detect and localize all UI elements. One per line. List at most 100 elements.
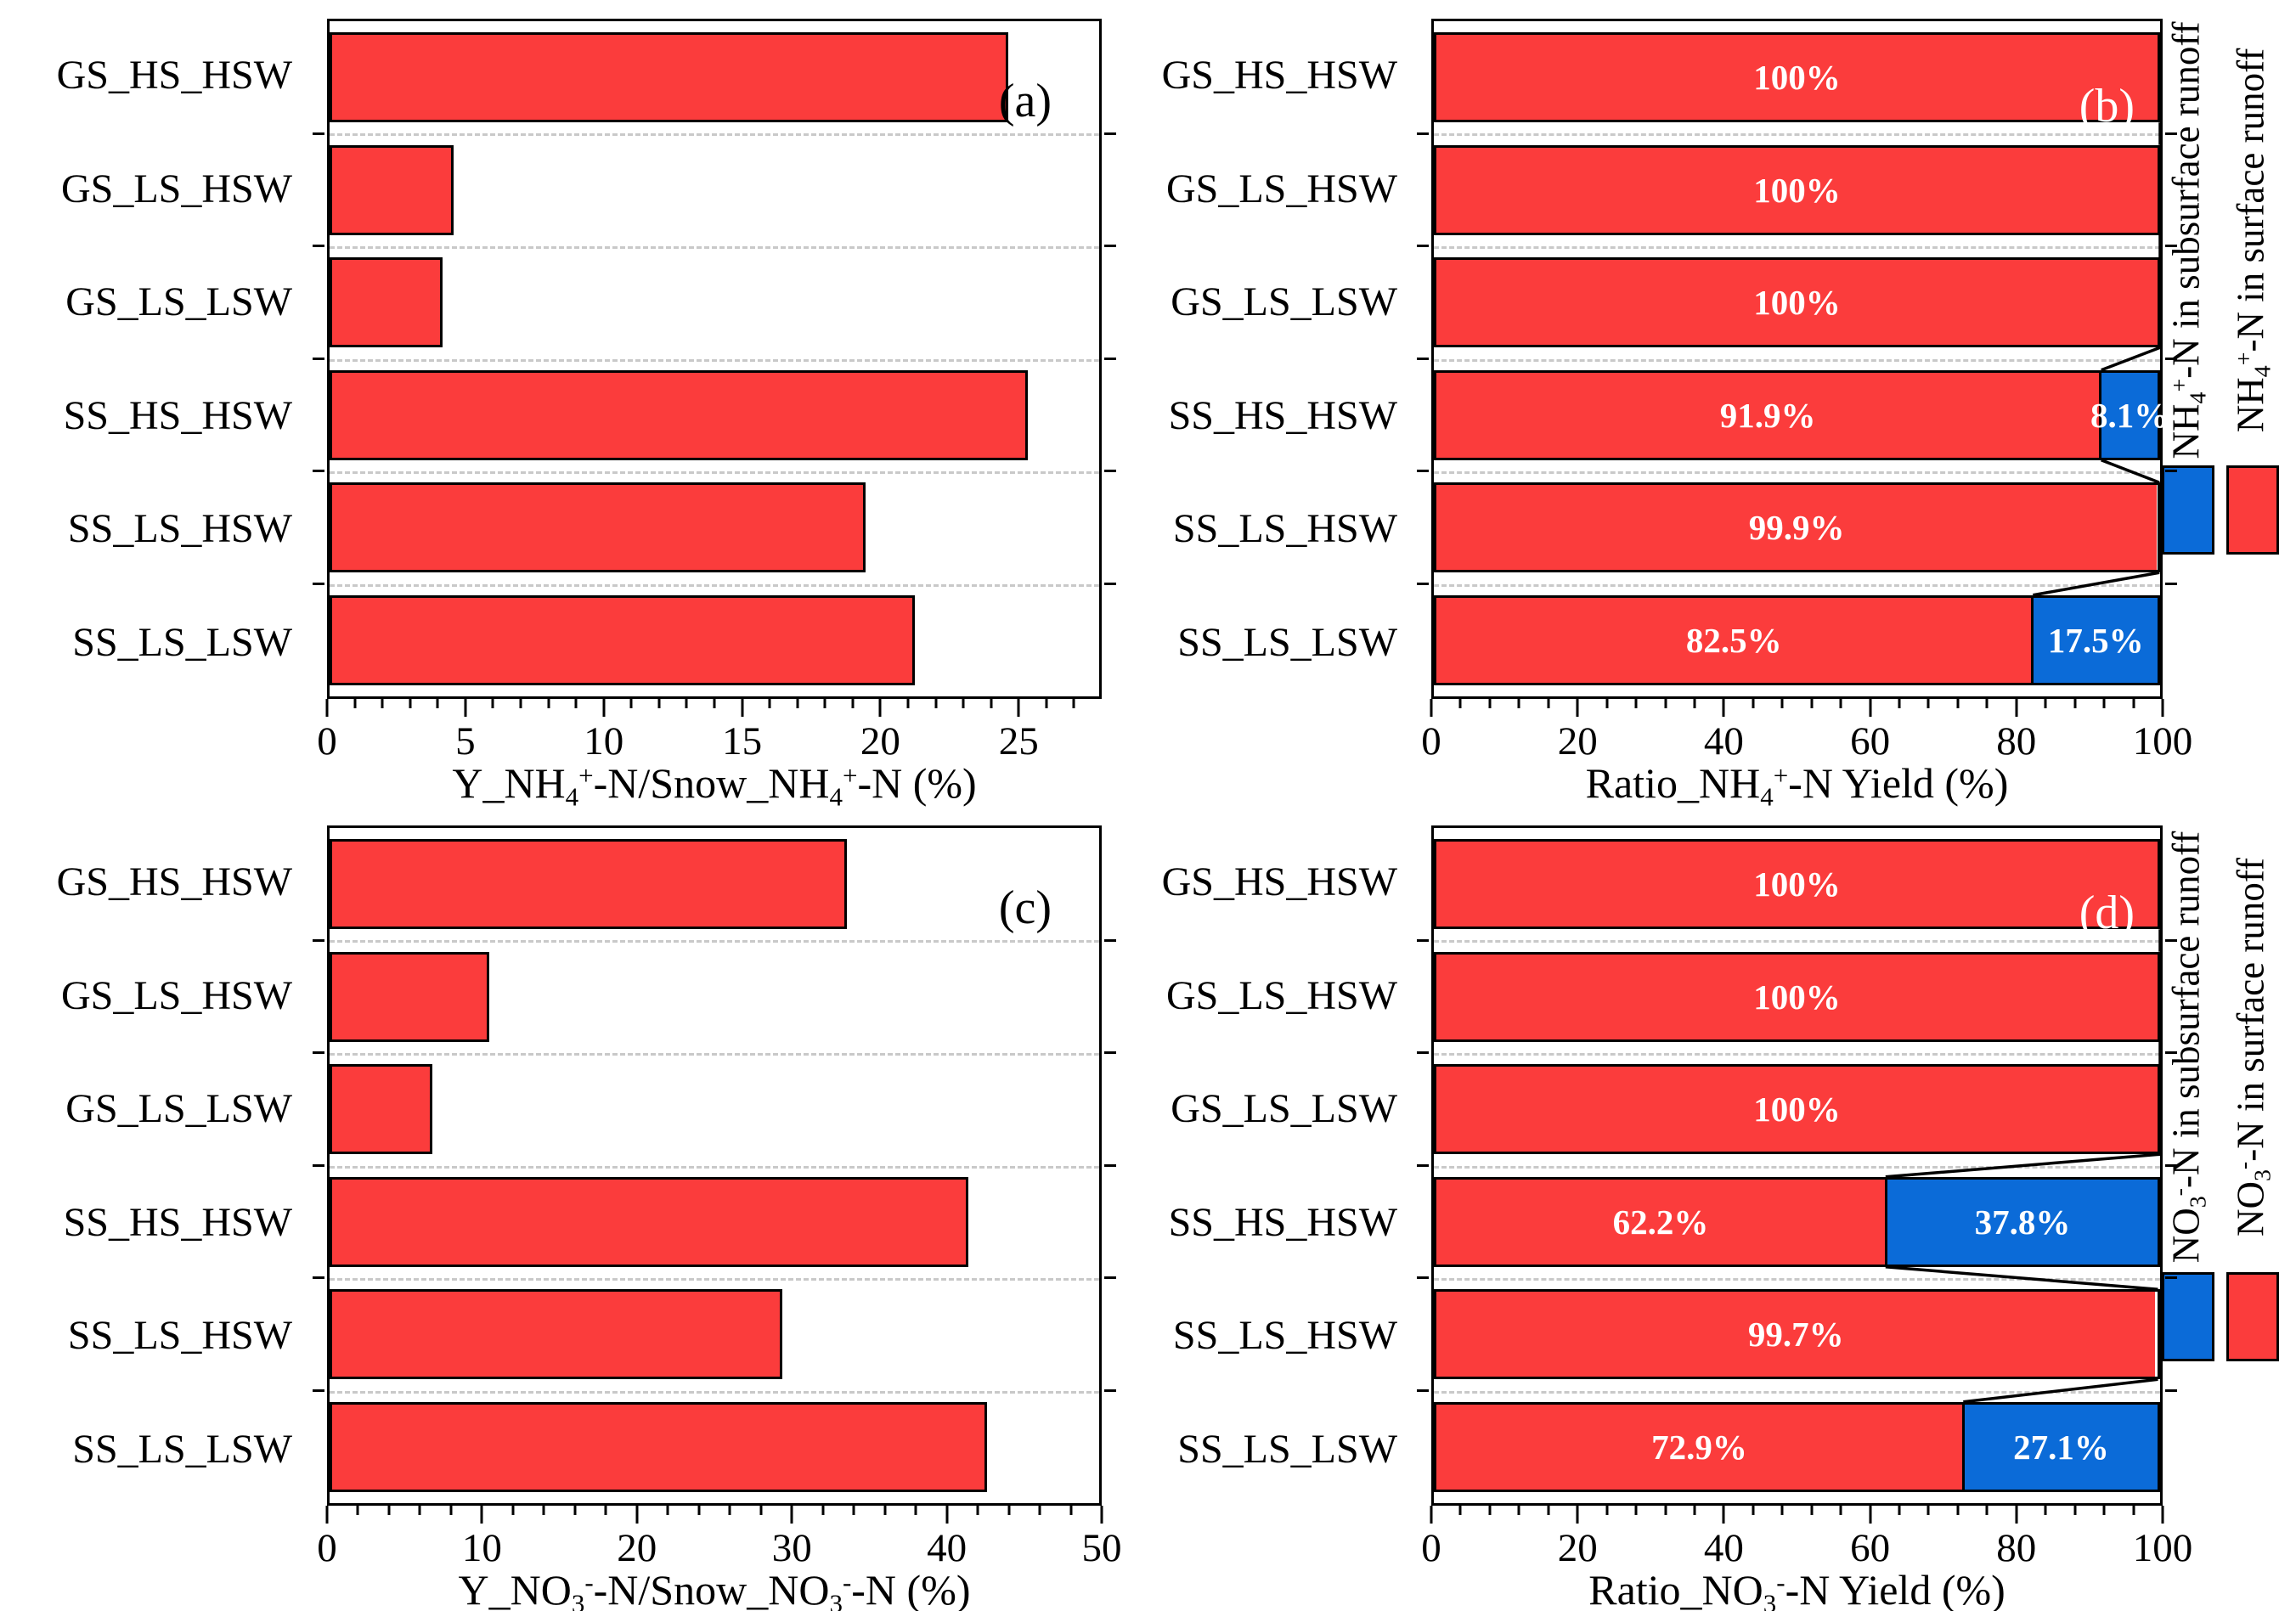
x-axis-title-d: Ratio_NO3--N Yield (%) [1431,1568,2163,1611]
text-segment: 4 [2249,365,2276,378]
text-segment: + [2231,352,2258,366]
category-label: SS_LS_HSW [67,1313,292,1359]
x-minor-tick [657,699,661,708]
text-segment: 3 [1763,1588,1777,1611]
y-boundary-tick-right [2165,245,2177,248]
x-minor-tick [1693,699,1696,708]
bar-row: 100% [1434,144,2160,235]
gridline [330,358,1099,362]
x-minor-tick [1605,699,1609,708]
x-minor-tick [759,1506,763,1515]
x-minor-tick [1664,699,1667,708]
x-minor-tick [666,1506,669,1515]
x-minor-tick [2102,699,2106,708]
x-tick-label: 100 [2132,1526,2193,1570]
category-label: SS_LS_LSW [1177,619,1397,665]
bar-value-label: 99.9% [1748,508,1845,548]
x-minor-tick [418,1506,421,1515]
gridline [1434,133,2160,137]
text-segment: NO [2164,1208,2208,1264]
x-minor-tick [796,699,799,708]
x-major-tick [1100,1506,1103,1524]
text-segment: + [842,760,858,791]
x-major-tick [1722,1506,1725,1524]
x-tick-label: 0 [317,1526,337,1570]
gridline [1434,1165,2160,1169]
x-minor-tick [353,699,357,708]
x-major-tick [2161,1506,2164,1524]
bar-row: 100% [1434,1064,2160,1155]
category-label: SS_HS_HSW [63,1199,292,1245]
x-minor-tick [1517,1506,1520,1515]
x-minor-tick [1045,699,1048,708]
y-boundary-tick-left [1417,1164,1429,1167]
x-minor-tick [883,1506,887,1515]
gridline [330,1165,1099,1169]
bar-segment-surface [332,1067,431,1152]
bar-segment-surface [332,597,913,683]
bar-segment-surface [332,260,440,346]
y-boundary-tick-left [313,938,324,942]
plot-area-d: (d) 100% 100% 100% 62.2% 37.8% 99.7% 72.9% 27.1… [1417,825,2177,1506]
bar-segment-subsurface: 17.5% [2031,597,2158,683]
x-minor-tick [381,699,384,708]
x-minor-tick [2073,1506,2077,1515]
legend-label-surface: NH4+-N in surface runoff [2228,48,2276,432]
x-minor-tick [1985,1506,1989,1515]
y-boundary-tick-left [313,245,324,248]
text-segment: Ratio_NO [1588,1566,1763,1611]
bar-value-label: 100% [1753,58,1841,98]
text-segment: 3 [571,1588,585,1611]
x-minor-tick [1488,699,1492,708]
x-minor-tick [1488,1506,1492,1515]
gridline [330,245,1099,249]
gridline [1434,358,2160,362]
x-minor-tick [697,1506,701,1515]
x-minor-tick [1898,699,1901,708]
text-segment: Y_NO [458,1566,572,1611]
x-tick-label: 60 [1850,1526,1891,1570]
bar-segment-surface: 82.5% [1436,597,2032,683]
x-minor-tick [387,1506,391,1515]
x-minor-tick [713,699,716,708]
bar-row [330,32,1009,123]
legend-label-surface: NO3--N in surface runoff [2228,858,2276,1236]
bar-segment-surface: 72.9% [1436,1404,1962,1490]
y-boundary-tick-right [1104,1276,1116,1280]
y-boundary-tick-right [2165,1051,2177,1055]
x-axis-b: 0 20 40 60 80 100 [1421,699,2192,762]
bar-segment-surface: 99.9% [1436,485,2158,571]
bar-value-label: 27.1% [2013,1427,2109,1467]
gridline [330,940,1099,944]
category-labels-a: GS_HS_HSW GS_LS_HSW GS_LS_LSW SS_HS_HSW SS_L… [0,19,307,699]
x-major-tick [325,699,329,717]
legend-swatch-subsurface [2162,1272,2214,1361]
y-boundary-tick-right [2165,1164,2177,1167]
x-minor-tick [1810,1506,1814,1515]
text-segment: - [2231,1161,2258,1170]
y-boundary-tick-right [1104,132,1116,135]
x-minor-tick [1752,699,1755,708]
gridline [1434,940,2160,944]
category-label: GS_HS_HSW [56,859,292,905]
x-minor-tick [962,699,965,708]
y-boundary-tick-left [1417,358,1429,360]
bar-row: 99.7% [1434,1289,2160,1380]
x-major-tick [1722,699,1725,717]
y-boundary-tick-right [2165,938,2177,942]
x-tick-label: 0 [1421,719,1441,763]
bar-row [330,144,454,235]
x-minor-tick [1839,699,1842,708]
x-minor-tick [511,1506,515,1515]
x-minor-tick [1693,1506,1696,1515]
gridline [330,133,1099,137]
x-major-tick [1869,699,1872,717]
y-boundary-tick-right [1104,583,1116,585]
x-minor-tick [1664,1506,1667,1515]
bar-segment-surface [332,485,863,571]
x-minor-tick [1069,1506,1073,1515]
x-minor-tick [1839,1506,1842,1515]
x-minor-tick [2132,699,2135,708]
x-minor-tick [906,699,910,708]
